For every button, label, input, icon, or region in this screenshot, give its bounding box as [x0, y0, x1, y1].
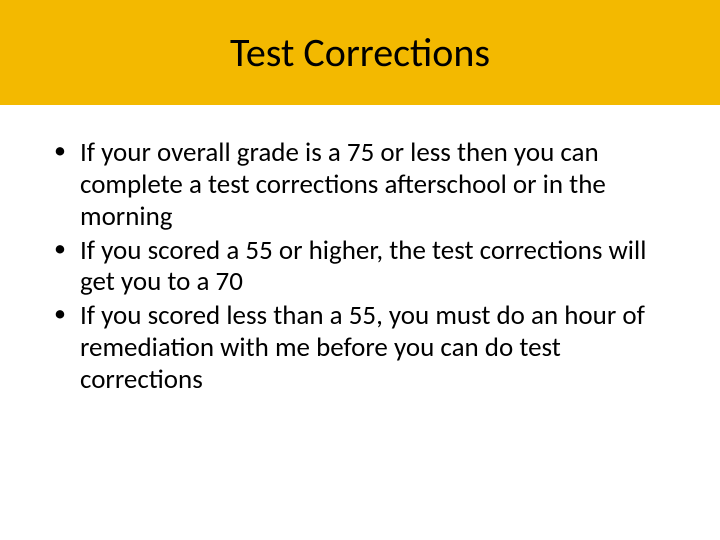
slide-title: Test Corrections — [230, 28, 490, 77]
list-item: If you scored a 55 or higher, the test c… — [52, 235, 668, 299]
list-item: If your overall grade is a 75 or less th… — [52, 137, 668, 233]
slide-header: Test Corrections — [0, 0, 720, 105]
slide-body: If your overall grade is a 75 or less th… — [0, 105, 720, 396]
list-item: If you scored less than a 55, you must d… — [52, 300, 668, 396]
bullet-list: If your overall grade is a 75 or less th… — [52, 137, 668, 396]
